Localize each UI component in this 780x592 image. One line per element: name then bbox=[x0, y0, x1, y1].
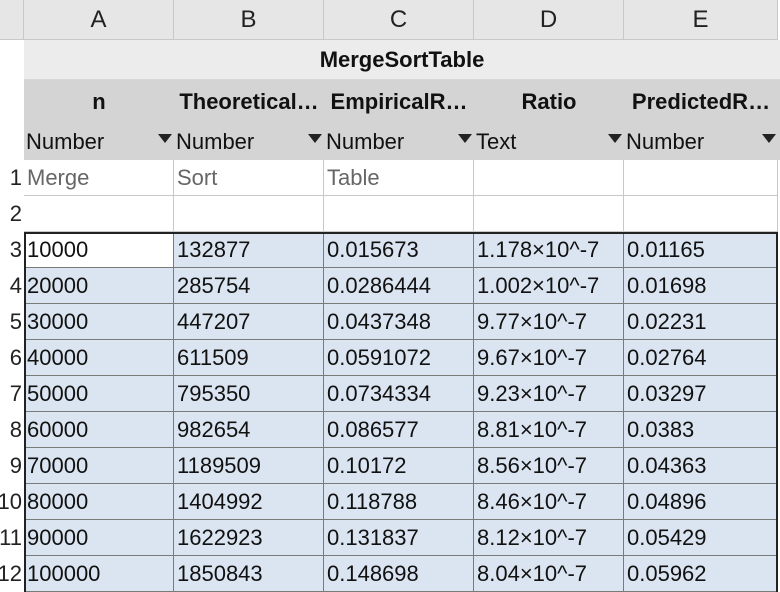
table-cell[interactable]: 0.131837 bbox=[324, 520, 474, 556]
cell[interactable]: Merge bbox=[24, 160, 174, 196]
table-cell[interactable]: 447207 bbox=[174, 304, 324, 340]
table-cell[interactable]: 0.0286444 bbox=[324, 268, 474, 304]
row-number[interactable]: 9 bbox=[0, 448, 24, 484]
table-cell[interactable]: 1622923 bbox=[174, 520, 324, 556]
table-cell[interactable]: 1.178×10^-7 bbox=[474, 232, 624, 268]
table-cell[interactable]: 285754 bbox=[174, 268, 324, 304]
table-cell[interactable]: 611509 bbox=[174, 340, 324, 376]
table-cell[interactable]: 10000 bbox=[24, 232, 174, 268]
table-cell[interactable]: 8.46×10^-7 bbox=[474, 484, 624, 520]
table-cell[interactable]: 80000 bbox=[24, 484, 174, 520]
table-cell[interactable]: 0.086577 bbox=[324, 412, 474, 448]
cell[interactable] bbox=[474, 160, 624, 196]
row-number[interactable]: 4 bbox=[0, 268, 24, 304]
column-header-b[interactable]: B bbox=[174, 0, 324, 40]
select-all-corner[interactable] bbox=[0, 0, 24, 40]
dropdown-triangle-icon[interactable] bbox=[308, 134, 322, 143]
column-header-e[interactable]: E bbox=[624, 0, 778, 40]
column-name[interactable]: n bbox=[92, 89, 106, 114]
cell[interactable]: Table bbox=[324, 160, 474, 196]
table-cell[interactable]: 0.04363 bbox=[624, 448, 778, 484]
table-cell[interactable]: 9.23×10^-7 bbox=[474, 376, 624, 412]
row-number[interactable]: 7 bbox=[0, 376, 24, 412]
column-type: Text bbox=[476, 129, 517, 154]
table-title: MergeSortTable bbox=[24, 40, 780, 80]
table-cell[interactable]: 8.56×10^-7 bbox=[474, 448, 624, 484]
table-cell[interactable]: 982654 bbox=[174, 412, 324, 448]
table-cell[interactable]: 8.81×10^-7 bbox=[474, 412, 624, 448]
table-cell[interactable]: 70000 bbox=[24, 448, 174, 484]
row-number[interactable]: 8 bbox=[0, 412, 24, 448]
table-cell[interactable]: 9.67×10^-7 bbox=[474, 340, 624, 376]
table-cell[interactable]: 0.0437348 bbox=[324, 304, 474, 340]
table-cell[interactable]: 0.01698 bbox=[624, 268, 778, 304]
table-cell[interactable]: 90000 bbox=[24, 520, 174, 556]
table-cell[interactable]: 30000 bbox=[24, 304, 174, 340]
table-cell[interactable]: 0.02764 bbox=[624, 340, 778, 376]
row-number[interactable]: 2 bbox=[0, 196, 24, 232]
row-number[interactable]: 1 bbox=[0, 160, 24, 196]
table-cell[interactable]: 100000 bbox=[24, 556, 174, 592]
row-number[interactable]: 11 bbox=[0, 520, 24, 556]
column-type: Number bbox=[626, 129, 705, 154]
column-type: Number bbox=[176, 129, 255, 154]
cell[interactable] bbox=[474, 196, 624, 232]
table-cell[interactable]: 1.002×10^-7 bbox=[474, 268, 624, 304]
row-number[interactable]: 3 bbox=[0, 232, 24, 268]
table-cell[interactable]: 1404992 bbox=[174, 484, 324, 520]
table-cell[interactable]: 50000 bbox=[24, 376, 174, 412]
dropdown-triangle-icon[interactable] bbox=[608, 134, 622, 143]
cell[interactable] bbox=[24, 196, 174, 232]
table-cell[interactable]: 60000 bbox=[24, 412, 174, 448]
table-cell[interactable]: 0.03297 bbox=[624, 376, 778, 412]
table-cell[interactable]: 9.77×10^-7 bbox=[474, 304, 624, 340]
table-cell[interactable]: 1189509 bbox=[174, 448, 324, 484]
dropdown-triangle-icon[interactable] bbox=[762, 134, 776, 143]
table-cell[interactable]: 40000 bbox=[24, 340, 174, 376]
row-number[interactable]: 10 bbox=[0, 484, 24, 520]
column-name[interactable]: Theoretical… bbox=[179, 89, 319, 114]
column-type: Number bbox=[326, 129, 405, 154]
table-cell[interactable]: 0.04896 bbox=[624, 484, 778, 520]
column-name[interactable]: PredictedR… bbox=[631, 89, 771, 114]
table-cell[interactable]: 795350 bbox=[174, 376, 324, 412]
table-cell[interactable]: 0.02231 bbox=[624, 304, 778, 340]
table-cell[interactable]: 0.05962 bbox=[624, 556, 778, 592]
dropdown-triangle-icon[interactable] bbox=[158, 134, 172, 143]
row-number[interactable]: 12 bbox=[0, 556, 24, 592]
cell[interactable] bbox=[624, 196, 778, 232]
row-number[interactable]: 5 bbox=[0, 304, 24, 340]
dropdown-triangle-icon[interactable] bbox=[458, 134, 472, 143]
column-name[interactable]: Ratio bbox=[521, 89, 577, 114]
column-type: Number bbox=[26, 129, 105, 154]
cell[interactable] bbox=[324, 196, 474, 232]
table-cell[interactable]: 1850843 bbox=[174, 556, 324, 592]
cell[interactable]: Sort bbox=[174, 160, 324, 196]
column-header-c[interactable]: C bbox=[324, 0, 474, 40]
table-cell[interactable]: 0.148698 bbox=[324, 556, 474, 592]
table-cell[interactable]: 0.0591072 bbox=[324, 340, 474, 376]
table-cell[interactable]: 20000 bbox=[24, 268, 174, 304]
table-cell[interactable]: 0.01165 bbox=[624, 232, 778, 268]
cell[interactable] bbox=[174, 196, 324, 232]
table-cell[interactable]: 0.118788 bbox=[324, 484, 474, 520]
column-name[interactable]: EmpiricalR… bbox=[330, 89, 468, 114]
table-cell[interactable]: 0.05429 bbox=[624, 520, 778, 556]
table-cell[interactable]: 8.04×10^-7 bbox=[474, 556, 624, 592]
column-header-d[interactable]: D bbox=[474, 0, 624, 40]
cell[interactable] bbox=[624, 160, 778, 196]
table-cell[interactable]: 132877 bbox=[174, 232, 324, 268]
table-cell[interactable]: 0.0383 bbox=[624, 412, 778, 448]
table-cell[interactable]: 0.0734334 bbox=[324, 376, 474, 412]
row-number[interactable]: 6 bbox=[0, 340, 24, 376]
column-type-row: Number Number Number Text Number bbox=[24, 124, 780, 160]
table-cell[interactable]: 0.015673 bbox=[324, 232, 474, 268]
table-cell[interactable]: 0.10172 bbox=[324, 448, 474, 484]
table-cell[interactable]: 8.12×10^-7 bbox=[474, 520, 624, 556]
column-header-a[interactable]: A bbox=[24, 0, 174, 40]
column-name-row: n Theoretical… EmpiricalR… Ratio PredictedR… bbox=[24, 80, 780, 124]
